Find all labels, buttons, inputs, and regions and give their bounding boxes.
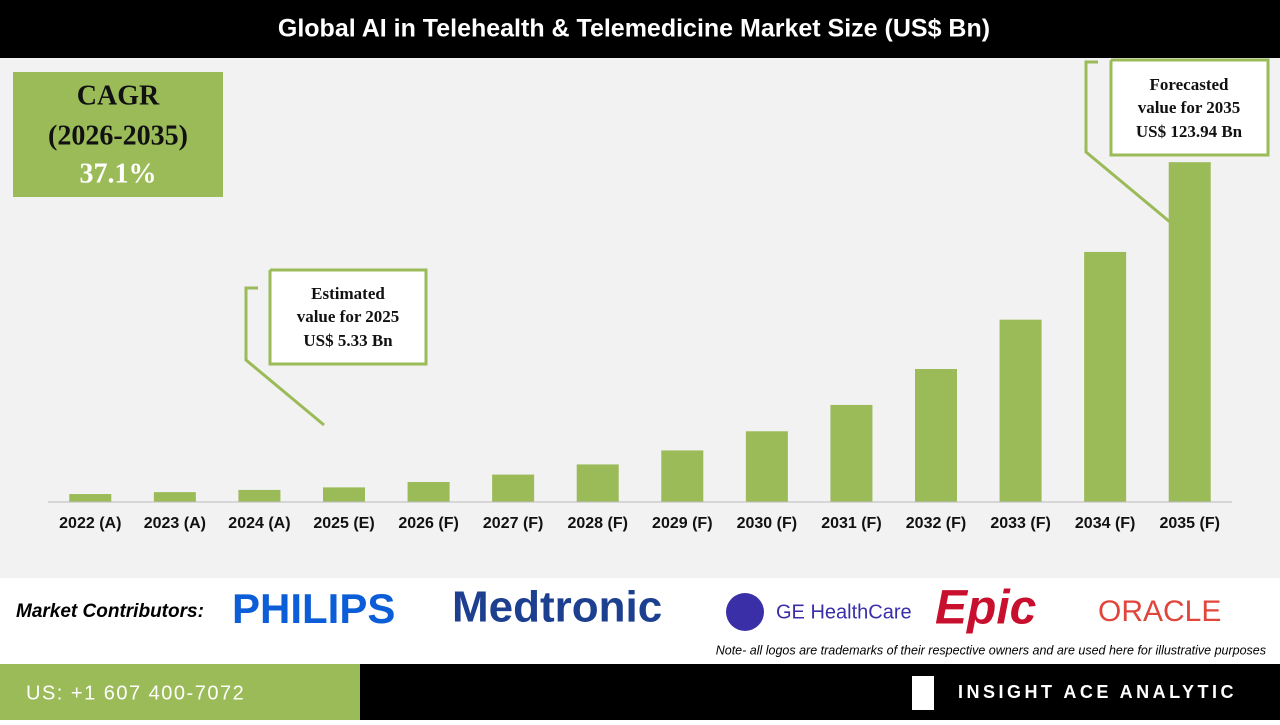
annotation: Forecasted — [1150, 75, 1230, 94]
cagr-value: 37.1% — [80, 158, 157, 189]
logo: ORACLE — [1098, 595, 1221, 628]
callout-box — [268, 268, 428, 366]
callout-box — [1109, 58, 1270, 157]
annotation: value for 2035 — [1138, 98, 1241, 117]
annotation: US$ 5.33 Bn — [303, 331, 393, 350]
x-tick-label: 2027 (F) — [483, 515, 543, 532]
x-tick-label: 2024 (A) — [228, 515, 290, 532]
logo: Medtronic — [452, 583, 662, 632]
phone-box — [0, 664, 360, 720]
x-tick-label: 2031 (F) — [821, 515, 881, 532]
bar — [153, 492, 196, 502]
x-tick-label: 2029 (F) — [652, 515, 712, 532]
x-tick-label: 2022 (A) — [59, 515, 121, 532]
x-tick-label: 2023 (A) — [144, 515, 206, 532]
bar — [830, 404, 873, 502]
bar — [999, 319, 1042, 502]
x-tick-label: 2033 (F) — [990, 515, 1050, 532]
bar — [1084, 251, 1127, 502]
annotation: value for 2025 — [297, 307, 400, 326]
x-tick-label: 2032 (F) — [906, 515, 966, 532]
bar — [323, 487, 365, 502]
leader-line — [1084, 60, 1171, 224]
x-tick-label: 2035 (F) — [1159, 515, 1219, 532]
x-tick-label: 2026 (F) — [398, 515, 458, 532]
bar — [1168, 162, 1211, 502]
bar — [492, 474, 535, 502]
annotation: Estimated — [311, 284, 385, 303]
bar — [576, 464, 619, 502]
ge-mark — [726, 593, 764, 631]
brand-icon — [912, 676, 934, 710]
brand: INSIGHT ACE ANALYTIC — [958, 682, 1237, 702]
callout-2035 — [1084, 58, 1270, 224]
bar — [407, 481, 450, 502]
contributors-label: Market Contributors: — [16, 601, 204, 622]
annotation: US$ 123.94 Bn — [1136, 122, 1243, 141]
bar — [238, 489, 281, 502]
logo: GE HealthCare — [776, 601, 912, 623]
bar — [745, 431, 788, 502]
logo: Epic — [935, 582, 1036, 635]
brand-bar — [360, 664, 1280, 720]
cagr-box — [13, 72, 223, 197]
callout-2025 — [244, 268, 428, 427]
bar — [915, 369, 957, 502]
cagr-title: CAGR — [77, 80, 160, 111]
phone: US: +1 607 400-7072 — [26, 682, 245, 704]
bar — [69, 494, 112, 502]
x-tick-label: 2034 (F) — [1075, 515, 1135, 532]
bar — [661, 450, 704, 502]
note: Note- all logos are trademarks of their … — [716, 643, 1266, 657]
chart-title: Global AI in Telehealth & Telemedicine M… — [278, 15, 990, 43]
leader-line — [244, 286, 325, 427]
x-tick-label: 2025 (E) — [313, 515, 374, 532]
title-bar — [0, 0, 1280, 58]
logo: PHILIPS — [232, 585, 395, 632]
cagr-period: (2026-2035) — [48, 120, 188, 151]
contributors-strip — [0, 578, 1280, 664]
x-tick-label: 2030 (F) — [737, 515, 797, 532]
x-tick-label: 2028 (F) — [567, 515, 627, 532]
